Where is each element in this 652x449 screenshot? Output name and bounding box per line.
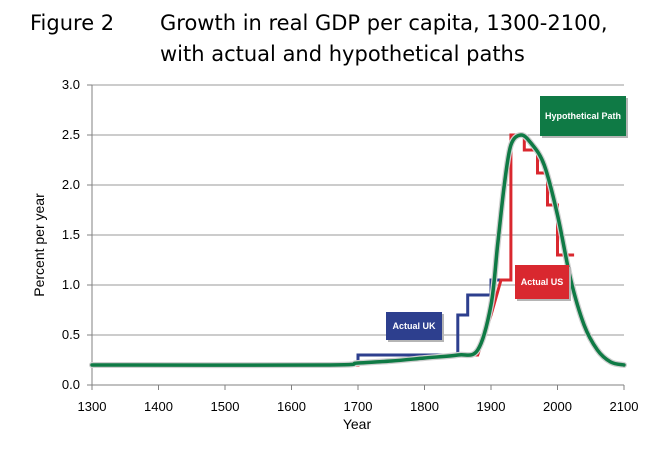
chart-title-line-1: Growth in real GDP per capita, 1300-2100… [160,11,608,35]
legend-label-actual-uk: Actual UK [392,321,436,331]
y-tick-label: 2.0 [62,177,80,192]
legend-boxes: Actual UK Actual US Hypothetical Path [386,96,628,342]
y-tick-label: 3.0 [62,77,80,92]
series-line-actual-us [344,133,575,367]
legend-label-actual-us: Actual US [521,277,564,287]
y-tick-label: 0.0 [62,377,80,392]
y-tick-labels: 0.0 0.5 1.0 1.5 2.0 2.5 3.0 [62,77,80,392]
x-tick-label: 1500 [211,399,240,414]
x-tick-label: 1600 [277,399,306,414]
y-axis-title: Percent per year [31,193,47,297]
x-tick-label: 2100 [610,399,639,414]
y-tick-label: 1.5 [62,227,80,242]
y-tick-label: 1.0 [62,277,80,292]
gridlines [92,84,624,336]
legend-label-hypothetical-path: Hypothetical Path [545,111,621,121]
series-lines [89,132,627,369]
y-tick-label: 0.5 [62,327,80,342]
axes [87,84,625,390]
x-tick-label: 1300 [78,399,107,414]
y-tick-label: 2.5 [62,127,80,142]
x-tick-labels: 1300 1400 1500 1600 1700 1800 1900 2000 2100 [78,399,639,414]
legend-box-actual-uk [386,312,442,340]
x-axis-title: Year [343,416,372,432]
chart-title-line-2: with actual and hypothetical paths [160,42,525,66]
series-line-hypothetical-path [90,133,626,367]
x-tick-label: 1900 [477,399,506,414]
legend-box-hypothetical-path [540,96,626,136]
x-tick-label: 1700 [344,399,373,414]
figure-label: Figure 2 [30,11,114,35]
x-tick-label: 1800 [410,399,439,414]
legend-box-actual-us [515,265,569,299]
x-tick-label: 1400 [144,399,173,414]
x-tick-label: 2000 [543,399,572,414]
